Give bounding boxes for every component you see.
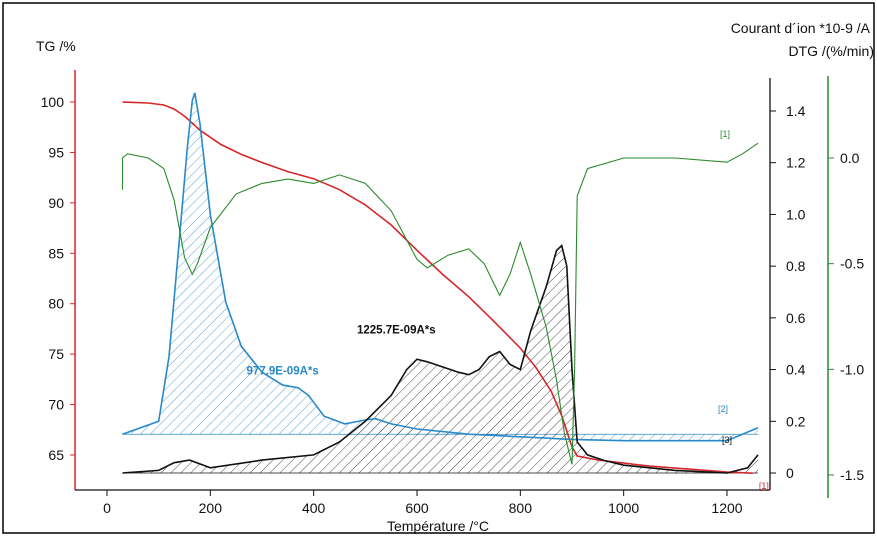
ion_co2-tag: [2] (718, 404, 728, 414)
x-tick-label: 600 (405, 500, 429, 516)
ion-tick-label: 0 (786, 465, 794, 481)
tg-tick-label: 65 (48, 447, 64, 463)
ion_co2-line (122, 92, 759, 442)
tg-tick-label: 75 (48, 346, 64, 362)
x-tick-label: 400 (302, 500, 326, 516)
ion-tick-label: 0.6 (786, 310, 806, 326)
ion-tick-label: 1.2 (786, 155, 806, 171)
tg-tick-label: 85 (48, 245, 64, 261)
dtg-tick-label: 0.0 (840, 150, 860, 166)
ion_h2o-area-annotation: 1225.7E-09A*s (357, 324, 436, 336)
ion_h2o-line (122, 243, 759, 474)
x-tick-label: 800 (509, 500, 533, 516)
ion-tick-label: 0.4 (786, 362, 806, 378)
ion-tick-label: 1.0 (786, 206, 806, 222)
dtg-tick-label: -1.5 (840, 467, 864, 483)
dtg-tick-label: -1.0 (840, 361, 864, 377)
dtg-tick-label: -0.5 (840, 256, 864, 272)
ion_co2-area-annotation: 977.9E-09A*s (247, 366, 319, 378)
tg-axis-title: TG /% (36, 38, 76, 54)
tg-tick-label: 100 (41, 94, 65, 110)
ion_co2-hatch-area (122, 92, 758, 441)
tg-tick-label: 80 (48, 296, 64, 312)
dtg-tag: [1] (720, 129, 730, 139)
x-tick-label: 1200 (711, 500, 742, 516)
tg-tick-label: 90 (48, 195, 64, 211)
tg-tick-label: 70 (48, 397, 64, 413)
ion-tick-label: 0.2 (786, 413, 806, 429)
ion-tick-label: 1.4 (786, 103, 806, 119)
x-axis-title: Température /°C (387, 518, 489, 534)
x-tick-label: 200 (199, 500, 223, 516)
x-tick-label: 0 (103, 500, 111, 516)
ion-tick-label: 0.8 (786, 258, 806, 274)
x-tick-label: 1000 (608, 500, 639, 516)
dtg-axis-title: DTG /(%/min) (788, 43, 874, 59)
tg-tick-label: 95 (48, 144, 64, 160)
ion_h2o-hatch-area (122, 245, 758, 473)
dtg-line (121, 142, 759, 465)
tg-tag: [1] (759, 481, 769, 491)
ion-axis-title: Courant d´ion *10-9 /A (731, 20, 871, 36)
ion_h2o-tag: [3] (722, 435, 732, 445)
